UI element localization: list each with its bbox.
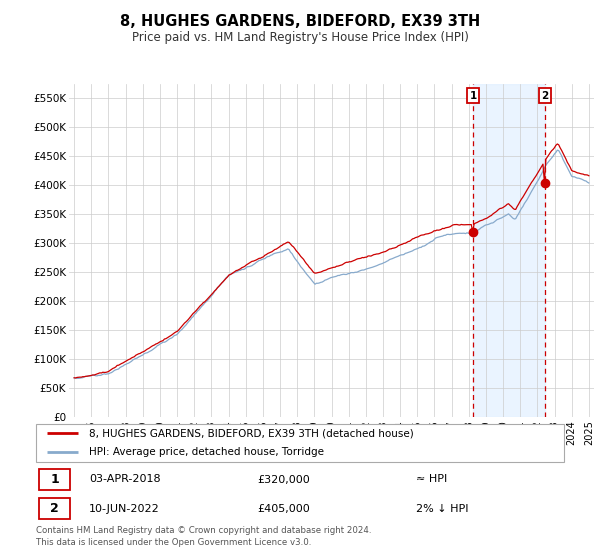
Text: £320,000: £320,000	[258, 474, 311, 484]
Text: 2: 2	[541, 91, 548, 101]
Text: 8, HUGHES GARDENS, BIDEFORD, EX39 3TH: 8, HUGHES GARDENS, BIDEFORD, EX39 3TH	[120, 14, 480, 29]
Text: 1: 1	[469, 91, 476, 101]
Text: HPI: Average price, detached house, Torridge: HPI: Average price, detached house, Torr…	[89, 447, 324, 458]
Text: 2: 2	[50, 502, 59, 515]
FancyBboxPatch shape	[38, 498, 70, 520]
Text: 8, HUGHES GARDENS, BIDEFORD, EX39 3TH (detached house): 8, HUGHES GARDENS, BIDEFORD, EX39 3TH (d…	[89, 428, 413, 438]
Text: Price paid vs. HM Land Registry's House Price Index (HPI): Price paid vs. HM Land Registry's House …	[131, 31, 469, 44]
Bar	[473, 84, 545, 417]
Text: 1: 1	[50, 473, 59, 486]
Text: 2% ↓ HPI: 2% ↓ HPI	[416, 504, 469, 514]
FancyBboxPatch shape	[38, 469, 70, 490]
Text: ≈ HPI: ≈ HPI	[416, 474, 448, 484]
Text: Contains HM Land Registry data © Crown copyright and database right 2024.
This d: Contains HM Land Registry data © Crown c…	[36, 526, 371, 547]
Text: £405,000: £405,000	[258, 504, 311, 514]
Text: 03-APR-2018: 03-APR-2018	[89, 474, 160, 484]
Text: 10-JUN-2022: 10-JUN-2022	[89, 504, 160, 514]
